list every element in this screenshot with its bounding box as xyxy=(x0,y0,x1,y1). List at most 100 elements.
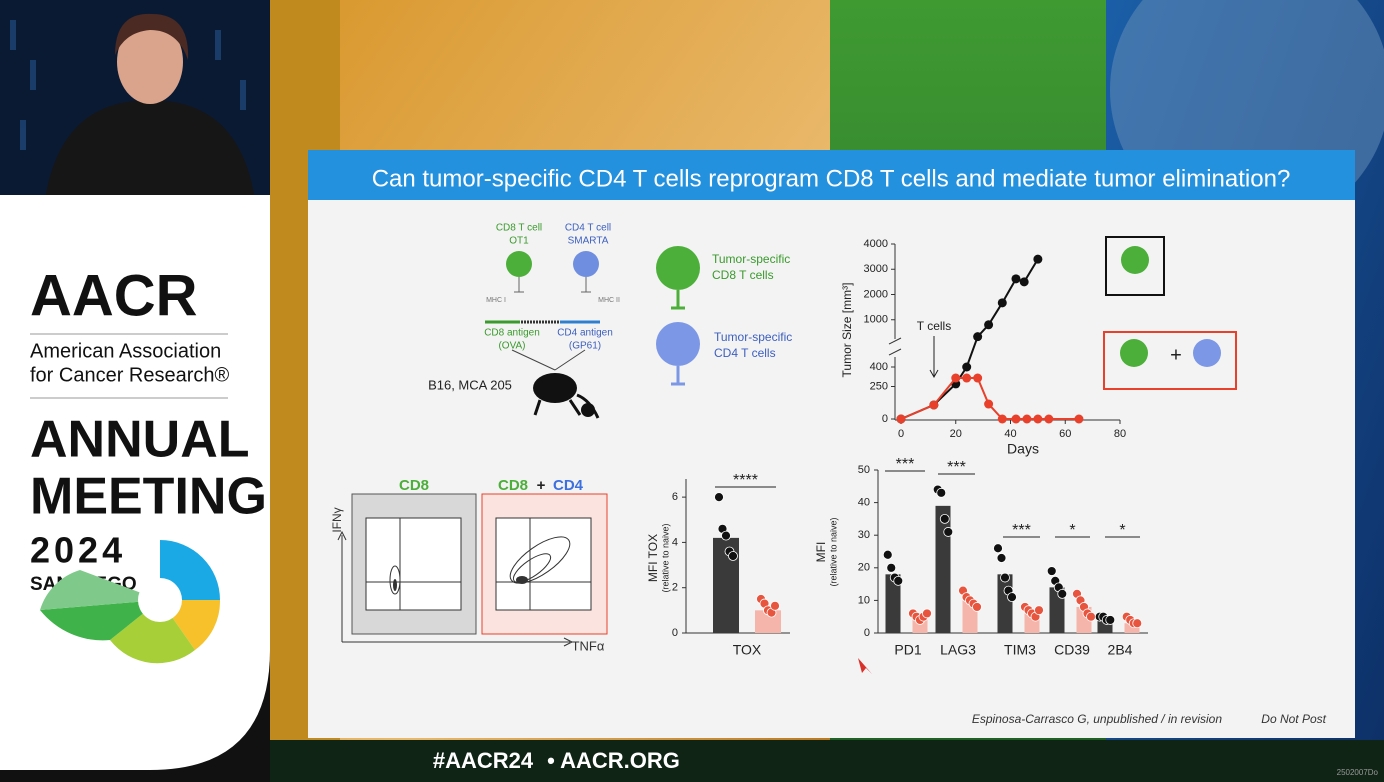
cd4-cell xyxy=(573,251,599,277)
data-point xyxy=(984,399,994,409)
data-point xyxy=(1034,605,1044,616)
legend-label: CD8 T cells xyxy=(712,268,774,282)
receptor xyxy=(581,277,591,293)
y-tick-label: 10 xyxy=(858,594,870,606)
data-point xyxy=(1074,414,1084,424)
legend-label: Tumor-specific xyxy=(712,252,790,266)
bottom-band xyxy=(270,740,1384,782)
org-name: for Cancer Research® xyxy=(30,364,230,386)
significance-label: **** xyxy=(733,472,758,489)
slide-title-bar xyxy=(308,150,1355,200)
y-tick-label: 20 xyxy=(858,562,870,574)
data-point xyxy=(1132,618,1143,629)
axis-break-connector xyxy=(965,336,979,368)
significance-label: * xyxy=(1119,522,1125,539)
data-point xyxy=(1019,277,1029,287)
tumor-model: B16, MCA 205 xyxy=(428,377,512,392)
event-year: 2024 xyxy=(30,530,126,571)
data-point xyxy=(1057,588,1068,599)
antigen-label: CD4 antigen xyxy=(557,328,613,339)
citation: Espinosa-Carrasco G, unpublished / in re… xyxy=(972,712,1222,726)
quadrant-line xyxy=(366,518,591,610)
y-tick-label: 3000 xyxy=(864,263,888,275)
flow-axis xyxy=(341,535,570,643)
cell-label: CD8 T cell xyxy=(496,223,542,234)
org-name: American Association xyxy=(30,340,221,362)
data-point xyxy=(993,543,1003,554)
y-tick-label: 6 xyxy=(672,491,678,503)
group-box xyxy=(1103,331,1237,390)
annotation-arrow xyxy=(929,336,939,379)
data-point xyxy=(728,551,738,561)
bar xyxy=(1049,587,1065,633)
y-axis-label: Tumor Size [mm³] xyxy=(840,283,854,378)
data-point xyxy=(893,575,904,586)
data-point xyxy=(1022,414,1032,424)
data-point xyxy=(886,562,897,573)
data-point xyxy=(962,373,972,383)
y-tick-label: 400 xyxy=(870,361,888,373)
slide-title: Can tumor-specific CD4 T cells reprogram… xyxy=(372,165,1291,192)
contour xyxy=(389,565,401,595)
hashtag: #AACR24 xyxy=(433,748,534,773)
panel-title: CD8 xyxy=(399,477,429,494)
cell-label: OT1 xyxy=(509,236,529,247)
cd8-cell xyxy=(656,246,700,290)
data-point xyxy=(1000,572,1010,583)
y-tick-label: 2 xyxy=(672,582,678,594)
contour xyxy=(509,536,571,584)
flow-plot xyxy=(495,517,592,611)
data-point xyxy=(972,602,982,612)
logo: AACR xyxy=(30,263,198,328)
data-point xyxy=(896,414,906,424)
significance-label: *** xyxy=(1012,522,1031,539)
screen-lights xyxy=(10,20,246,150)
x-tick-label: 40 xyxy=(1004,428,1016,440)
antigen-label: (GP61) xyxy=(569,341,601,352)
y-tick-label: 0 xyxy=(882,413,888,425)
contour xyxy=(393,579,397,591)
cell-label: SMARTA xyxy=(568,236,609,247)
x-tick-label: 0 xyxy=(898,428,904,440)
antigen-label: (OVA) xyxy=(498,341,525,352)
y-tick-label: 0 xyxy=(864,627,870,639)
pointer xyxy=(511,349,586,371)
y-tick-label: 1000 xyxy=(864,314,888,326)
plus: + xyxy=(1170,344,1182,366)
cd8-cell xyxy=(1120,339,1148,367)
data-point xyxy=(882,549,893,560)
slide xyxy=(308,150,1355,738)
y-tick-label: 250 xyxy=(870,380,888,392)
data-point xyxy=(1033,414,1043,424)
x-tick-label: LAG3 xyxy=(940,642,976,658)
x-tick-label: CD39 xyxy=(1054,642,1090,658)
diagram: CD8 T cell OT1 CD4 T cell SMARTA MHC I M… xyxy=(428,223,1237,419)
logo-wheel xyxy=(40,540,221,664)
panel-title: CD8 xyxy=(498,477,528,494)
x-tick-label: 2B4 xyxy=(1108,642,1133,658)
data-point xyxy=(1105,615,1116,625)
data-point xyxy=(922,608,932,619)
data-point xyxy=(1011,274,1021,284)
y-tick-label: 50 xyxy=(858,464,870,476)
group-box xyxy=(1105,236,1165,296)
y-axis-sublabel: (relative to naive) xyxy=(660,523,670,592)
data-point xyxy=(951,373,961,383)
x-tick-label: 60 xyxy=(1059,428,1071,440)
y-tick-label: 4 xyxy=(672,536,678,548)
data-point xyxy=(1011,414,1021,424)
data-point xyxy=(943,527,954,537)
event-name: ANNUAL xyxy=(30,411,250,469)
data-point xyxy=(1033,254,1043,264)
axis-break xyxy=(888,337,902,356)
x-tick-label: 20 xyxy=(950,428,962,440)
speaker-body xyxy=(45,100,255,200)
x-tick-label: PD1 xyxy=(894,642,921,658)
x-tick-label: TIM3 xyxy=(1004,642,1036,658)
cd4-cell xyxy=(1193,339,1221,367)
bar xyxy=(1124,623,1140,633)
significance-label: *** xyxy=(947,459,966,476)
data-point xyxy=(770,600,780,611)
y-tick-label: 30 xyxy=(858,529,870,541)
